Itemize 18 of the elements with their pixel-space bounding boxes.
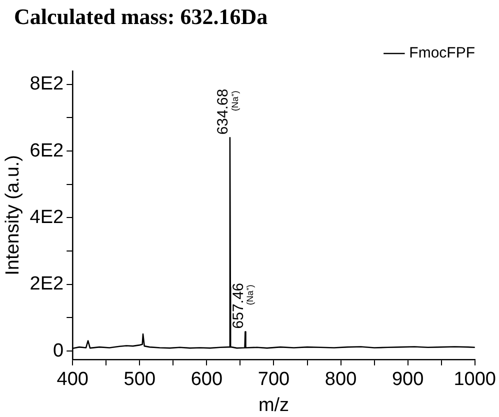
y-axis-title: Intensity (a.u.) — [2, 155, 24, 276]
y-tick-label: 8E2 — [30, 74, 64, 95]
x-tick-label: 500 — [124, 369, 156, 390]
x-tick-label: 600 — [190, 369, 223, 390]
annotation: 657.46 (Na⁺) — [230, 282, 256, 329]
x-tick-label: 400 — [56, 369, 88, 390]
y-tick-label: 6E2 — [30, 140, 64, 162]
annotation: 634.68 (Na⁺) — [214, 88, 240, 135]
x-tick-label: 1000 — [454, 369, 496, 390]
y-tick-label: 0 — [53, 340, 64, 362]
x-tick-label: 900 — [392, 369, 424, 390]
chart-title: Calculated mass: 632.16Da — [14, 4, 268, 30]
y-tick-label: 2E2 — [30, 274, 64, 295]
x-tick-label: 800 — [324, 369, 357, 390]
y-tick-label: 4E2 — [30, 206, 64, 228]
legend-label: FmocFPF — [409, 44, 476, 62]
x-axis-title: m/z — [258, 394, 290, 416]
x-tick-label: 700 — [258, 369, 290, 390]
